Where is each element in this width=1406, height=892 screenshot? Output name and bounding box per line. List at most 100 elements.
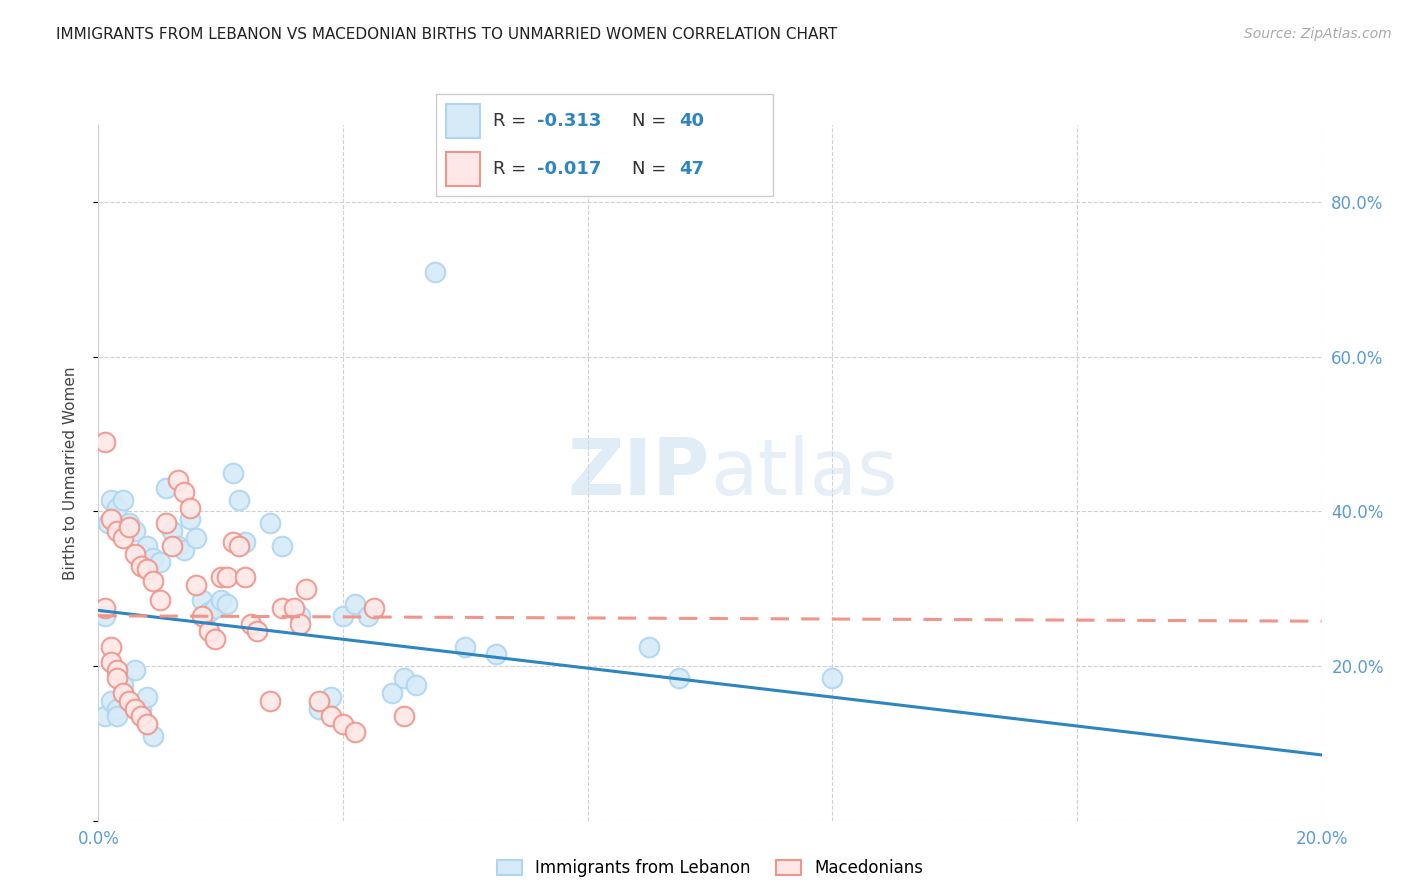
- Point: [191, 593, 214, 607]
- Point: [637, 640, 661, 654]
- Point: [136, 717, 159, 731]
- Point: [93, 434, 115, 449]
- Point: [105, 709, 128, 723]
- Point: [100, 655, 122, 669]
- Text: R =: R =: [494, 112, 533, 130]
- Point: [149, 593, 172, 607]
- Text: N =: N =: [631, 112, 672, 130]
- Point: [167, 474, 190, 488]
- Point: [111, 492, 134, 507]
- Point: [186, 578, 208, 592]
- Point: [118, 520, 141, 534]
- Text: 47: 47: [679, 160, 704, 178]
- Point: [129, 701, 152, 715]
- Point: [215, 597, 238, 611]
- Point: [93, 608, 115, 623]
- Text: atlas: atlas: [710, 434, 897, 511]
- Point: [100, 512, 122, 526]
- Point: [179, 512, 201, 526]
- Point: [283, 601, 305, 615]
- Point: [392, 671, 416, 685]
- Bar: [446, 104, 479, 137]
- Point: [308, 694, 330, 708]
- Point: [259, 516, 281, 530]
- Point: [124, 547, 146, 561]
- Point: [129, 558, 152, 573]
- Point: [118, 516, 141, 530]
- Point: [105, 671, 128, 685]
- Point: [344, 724, 367, 739]
- Point: [215, 570, 238, 584]
- Text: N =: N =: [631, 160, 672, 178]
- Point: [259, 694, 281, 708]
- Point: [356, 608, 378, 623]
- Point: [191, 608, 214, 623]
- Text: -0.313: -0.313: [537, 112, 602, 130]
- Point: [160, 539, 183, 553]
- Point: [290, 608, 312, 623]
- Point: [93, 601, 115, 615]
- Point: [100, 640, 122, 654]
- Point: [821, 671, 844, 685]
- Point: [204, 601, 226, 615]
- Point: [111, 678, 134, 692]
- Point: [295, 582, 318, 596]
- Point: [423, 265, 446, 279]
- Text: IMMIGRANTS FROM LEBANON VS MACEDONIAN BIRTHS TO UNMARRIED WOMEN CORRELATION CHAR: IMMIGRANTS FROM LEBANON VS MACEDONIAN BI…: [56, 27, 838, 42]
- Point: [124, 663, 146, 677]
- Point: [105, 500, 128, 515]
- Point: [233, 570, 256, 584]
- Point: [332, 717, 354, 731]
- Point: [186, 532, 208, 546]
- Point: [228, 492, 250, 507]
- Point: [167, 539, 190, 553]
- Point: [118, 694, 141, 708]
- Point: [392, 709, 416, 723]
- Point: [173, 485, 195, 500]
- Point: [233, 535, 256, 549]
- Text: 40: 40: [679, 112, 704, 130]
- Point: [270, 601, 292, 615]
- Point: [124, 701, 146, 715]
- Point: [142, 574, 165, 588]
- Point: [129, 709, 152, 723]
- Point: [142, 550, 165, 565]
- Point: [308, 701, 330, 715]
- Point: [111, 532, 134, 546]
- Point: [246, 624, 269, 639]
- Point: [136, 562, 159, 576]
- Point: [405, 678, 427, 692]
- Point: [222, 535, 245, 549]
- Text: ZIP: ZIP: [568, 434, 710, 511]
- Point: [363, 601, 385, 615]
- Text: Source: ZipAtlas.com: Source: ZipAtlas.com: [1244, 27, 1392, 41]
- Point: [344, 597, 367, 611]
- Point: [240, 616, 263, 631]
- Point: [173, 543, 195, 558]
- Point: [129, 547, 152, 561]
- Point: [319, 709, 342, 723]
- Point: [111, 686, 134, 700]
- Point: [100, 694, 122, 708]
- Bar: [446, 153, 479, 186]
- Point: [179, 500, 201, 515]
- Point: [160, 524, 183, 538]
- Point: [381, 686, 404, 700]
- Point: [270, 539, 292, 553]
- Point: [124, 524, 146, 538]
- Point: [142, 729, 165, 743]
- Point: [93, 709, 115, 723]
- Point: [136, 539, 159, 553]
- Point: [155, 516, 177, 530]
- Point: [105, 524, 128, 538]
- Point: [454, 640, 477, 654]
- Point: [105, 701, 128, 715]
- Point: [485, 648, 508, 662]
- Point: [319, 690, 342, 704]
- Y-axis label: Births to Unmarried Women: Births to Unmarried Women: [63, 366, 77, 580]
- Point: [155, 481, 177, 495]
- Legend: Immigrants from Lebanon, Macedonians: Immigrants from Lebanon, Macedonians: [492, 854, 928, 882]
- Point: [136, 690, 159, 704]
- Point: [149, 555, 172, 569]
- Point: [100, 492, 122, 507]
